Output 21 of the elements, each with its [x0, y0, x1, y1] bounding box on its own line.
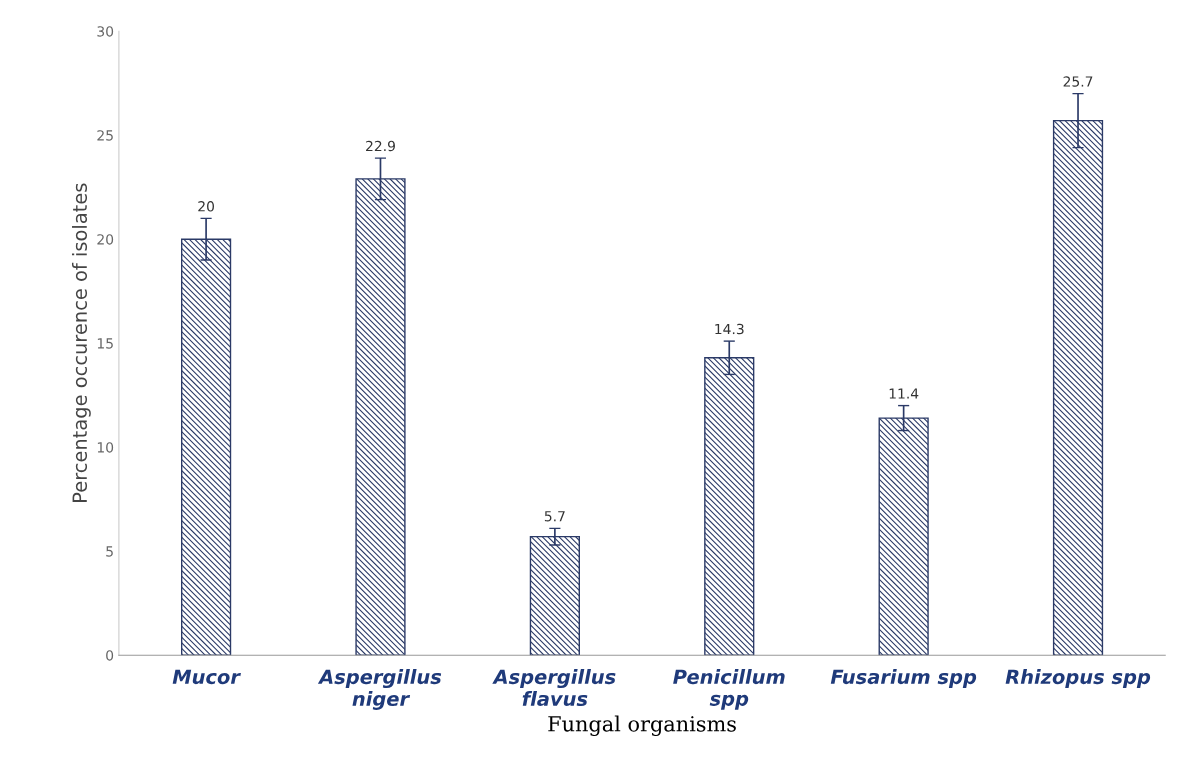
y-tick-label: 30 — [97, 26, 114, 37]
y-tick-label: 0 — [106, 650, 114, 661]
x-tick-label: Aspergillus niger — [317, 669, 442, 710]
data-label: 25.7 — [1063, 76, 1093, 87]
x-axis-title: Fungal organisms — [548, 715, 736, 736]
y-tick-label: 20 — [97, 234, 114, 245]
y-tick-label: 10 — [97, 442, 114, 453]
x-tick-label: Aspergillus flavus — [492, 669, 616, 707]
data-label: 14.3 — [715, 323, 744, 335]
x-tick-label: Fusarium spp — [830, 669, 977, 688]
data-label: 20 — [198, 201, 215, 212]
x-tick-label: Penicillum spp — [673, 669, 785, 710]
y-tick-label: 15 — [97, 338, 113, 349]
data-label: 22.9 — [366, 140, 395, 152]
y-tick-label: 25 — [97, 130, 113, 141]
y-axis-title: Percentage occurence of isolates — [71, 183, 91, 502]
x-tick-label: Rhizopus spp — [1005, 669, 1151, 688]
data-label: 5.7 — [544, 511, 565, 522]
y-tick-label: 5 — [106, 546, 113, 557]
x-tick-label: Mucor — [172, 669, 241, 685]
data-label: 11.4 — [889, 388, 919, 399]
